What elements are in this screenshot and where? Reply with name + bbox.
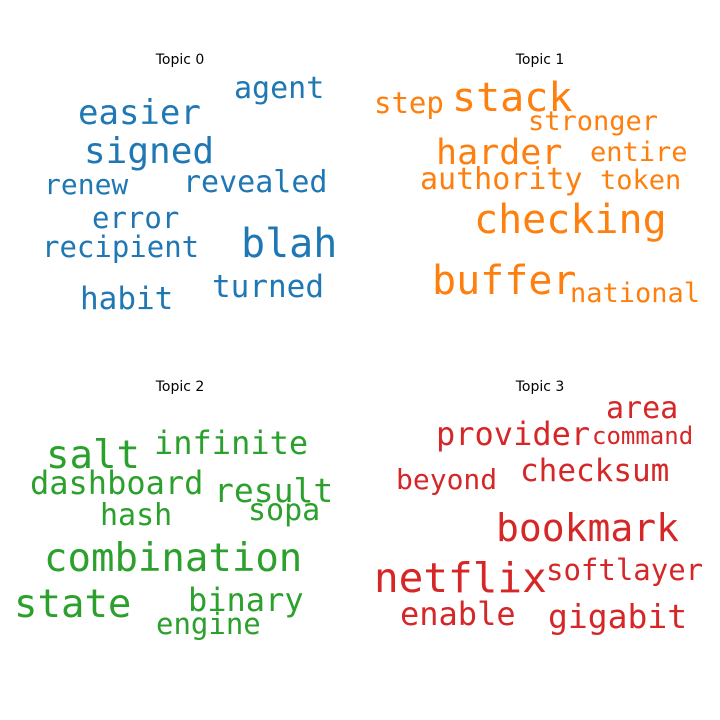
cloud-word: provider — [436, 415, 591, 453]
cloud-word: netflix — [374, 554, 547, 602]
cloud-word: national — [570, 278, 701, 309]
topic-panel-3: Topic 3 area provider command beyond che… — [360, 360, 720, 720]
cloud-word: checking — [474, 197, 667, 243]
cloud-word: enable — [400, 595, 516, 633]
cloud-word: gigabit — [548, 597, 688, 636]
cloud-word: buffer — [432, 258, 577, 304]
cloud-word: bookmark — [496, 506, 680, 550]
cloud-word: signed — [84, 131, 215, 172]
cloud-word: result — [214, 471, 334, 510]
cloud-word: recipient — [42, 230, 200, 264]
cloud-word: infinite — [154, 424, 309, 462]
cloud-word: stronger — [528, 106, 659, 137]
cloud-word: entire — [590, 137, 688, 168]
cloud-word: harder — [436, 133, 563, 173]
cloud-word: easier — [78, 93, 201, 133]
cloud-word: area — [606, 391, 679, 426]
cloud-word: sopa — [248, 493, 321, 528]
cloud-word: combination — [44, 536, 303, 581]
cloud-word: checksum — [520, 453, 670, 489]
cloud-word: revealed — [183, 165, 328, 200]
cloud-word: binary — [188, 581, 304, 619]
cloud-word: authority — [420, 162, 583, 197]
topic-panel-1: Topic 1 step stack stronger harder entir… — [360, 0, 720, 360]
topic-title: Topic 2 — [155, 379, 205, 395]
cloud-word: softlayer — [546, 553, 704, 587]
word-cloud: salt infinite dashboard result hash sopa… — [0, 360, 360, 720]
cloud-word: renew — [44, 168, 129, 201]
cloud-word: step — [374, 86, 444, 120]
cloud-word: engine — [156, 607, 261, 641]
cloud-word: beyond — [396, 463, 498, 496]
cloud-word: hash — [100, 498, 173, 533]
word-cloud: step stack stronger harder entire author… — [360, 0, 720, 360]
cloud-word: turned — [212, 269, 324, 305]
cloud-word: blah — [241, 221, 338, 267]
cloud-word: salt — [46, 433, 140, 478]
word-cloud: easier agent signed renew revealed error… — [0, 0, 360, 360]
cloud-word: dashboard — [30, 464, 204, 502]
cloud-word: command — [592, 422, 694, 450]
cloud-word: habit — [80, 281, 174, 317]
topic-panel-2: Topic 2 salt infinite dashboard result h… — [0, 360, 360, 720]
cloud-word: state — [14, 582, 132, 627]
topic-title: Topic 3 — [515, 379, 565, 395]
cloud-word: stack — [452, 75, 573, 121]
word-cloud: area provider command beyond checksum bo… — [360, 360, 720, 720]
cloud-word: agent — [234, 71, 325, 106]
topic-title: Topic 1 — [515, 52, 565, 68]
topic-panel-0: Topic 0 easier agent signed renew reveal… — [0, 0, 360, 360]
topic-title: Topic 0 — [155, 52, 205, 68]
cloud-word: error — [92, 201, 180, 235]
cloud-word: token — [600, 165, 682, 196]
